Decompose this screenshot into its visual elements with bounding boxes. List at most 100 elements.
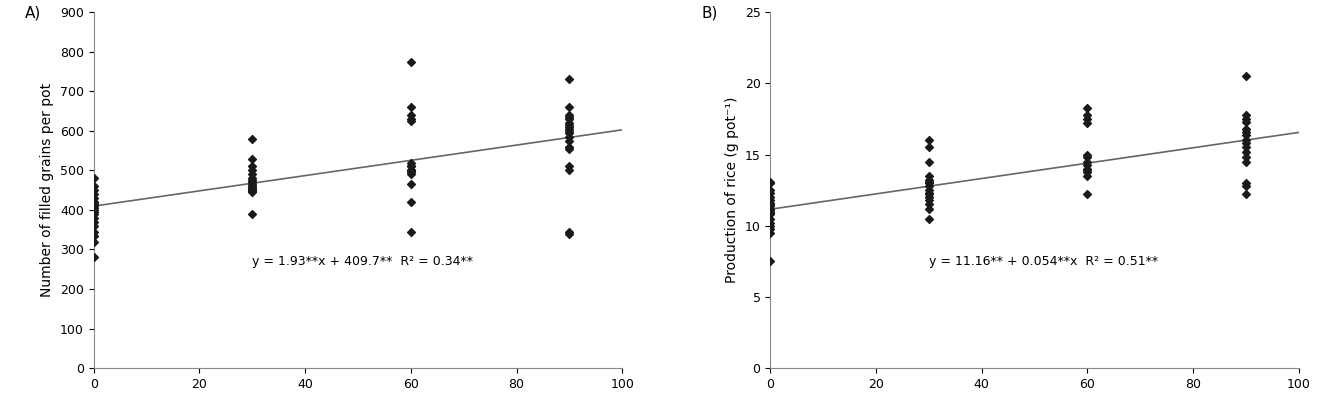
Point bbox=[558, 137, 580, 144]
Point bbox=[759, 210, 781, 216]
Point bbox=[400, 181, 422, 187]
Point bbox=[759, 208, 781, 215]
Point bbox=[1236, 119, 1257, 125]
Point bbox=[1236, 116, 1257, 122]
Point bbox=[919, 216, 940, 222]
Point bbox=[1077, 191, 1098, 198]
Point bbox=[83, 203, 104, 209]
Point bbox=[1236, 180, 1257, 187]
Point bbox=[83, 199, 104, 205]
Point bbox=[919, 180, 940, 187]
Point bbox=[241, 183, 262, 189]
Point bbox=[400, 118, 422, 124]
Point bbox=[241, 171, 262, 178]
Point bbox=[241, 167, 262, 174]
Point bbox=[400, 159, 422, 166]
Point bbox=[558, 134, 580, 140]
Point bbox=[919, 158, 940, 165]
Point bbox=[558, 167, 580, 174]
Point bbox=[400, 104, 422, 110]
Point bbox=[558, 163, 580, 170]
Point bbox=[83, 191, 104, 198]
Point bbox=[1236, 183, 1257, 189]
Point bbox=[759, 205, 781, 212]
Point bbox=[241, 211, 262, 217]
Point bbox=[759, 229, 781, 236]
Point bbox=[558, 104, 580, 110]
Point bbox=[400, 112, 422, 118]
Point bbox=[400, 163, 422, 170]
Text: B): B) bbox=[702, 5, 718, 20]
Point bbox=[83, 187, 104, 193]
Point bbox=[919, 190, 940, 196]
Y-axis label: Production of rice (g pot⁻¹): Production of rice (g pot⁻¹) bbox=[726, 97, 739, 283]
Point bbox=[241, 186, 262, 193]
Point bbox=[558, 130, 580, 136]
Point bbox=[400, 163, 422, 170]
Point bbox=[919, 137, 940, 144]
Point bbox=[1236, 140, 1257, 146]
Point bbox=[759, 200, 781, 206]
Point bbox=[1077, 116, 1098, 122]
Point bbox=[83, 175, 104, 182]
Point bbox=[400, 168, 422, 175]
Point bbox=[83, 232, 104, 239]
Point bbox=[1077, 154, 1098, 161]
Point bbox=[400, 228, 422, 235]
Point bbox=[558, 124, 580, 130]
Point bbox=[1077, 104, 1098, 111]
Point bbox=[558, 128, 580, 134]
Point bbox=[241, 179, 262, 186]
Point bbox=[1236, 128, 1257, 135]
Point bbox=[241, 163, 262, 170]
Point bbox=[558, 116, 580, 122]
Point bbox=[83, 254, 104, 261]
Point bbox=[1077, 173, 1098, 179]
Point bbox=[241, 185, 262, 191]
Point bbox=[919, 178, 940, 185]
Point bbox=[919, 173, 940, 179]
Point bbox=[1077, 161, 1098, 168]
Point bbox=[83, 215, 104, 221]
Point bbox=[1077, 169, 1098, 175]
Point bbox=[919, 194, 940, 200]
Point bbox=[759, 178, 781, 185]
Text: A): A) bbox=[25, 5, 42, 20]
Point bbox=[400, 171, 422, 178]
Point bbox=[759, 207, 781, 213]
Point bbox=[759, 220, 781, 226]
Point bbox=[1236, 148, 1257, 155]
Point bbox=[400, 167, 422, 174]
Point bbox=[83, 201, 104, 207]
Point bbox=[1236, 73, 1257, 80]
Point bbox=[558, 120, 580, 126]
Point bbox=[759, 187, 781, 193]
Point bbox=[919, 144, 940, 151]
Point bbox=[83, 222, 104, 229]
Point bbox=[759, 201, 781, 208]
Point bbox=[558, 126, 580, 132]
Point bbox=[83, 199, 104, 205]
Point bbox=[400, 169, 422, 176]
Point bbox=[1077, 158, 1098, 165]
Point bbox=[241, 188, 262, 194]
Point bbox=[558, 230, 580, 237]
Point bbox=[400, 167, 422, 174]
Point bbox=[1077, 112, 1098, 118]
Point bbox=[241, 175, 262, 182]
Point bbox=[919, 183, 940, 189]
Point bbox=[1236, 112, 1257, 118]
Point bbox=[1236, 126, 1257, 132]
Point bbox=[1077, 167, 1098, 173]
Point bbox=[759, 211, 781, 218]
Point bbox=[241, 155, 262, 162]
Point bbox=[558, 76, 580, 83]
Point bbox=[241, 177, 262, 184]
Point bbox=[400, 116, 422, 122]
Point bbox=[83, 228, 104, 235]
Point bbox=[1236, 137, 1257, 144]
Point bbox=[1236, 154, 1257, 161]
Point bbox=[241, 135, 262, 142]
Point bbox=[759, 222, 781, 229]
Point bbox=[83, 205, 104, 211]
